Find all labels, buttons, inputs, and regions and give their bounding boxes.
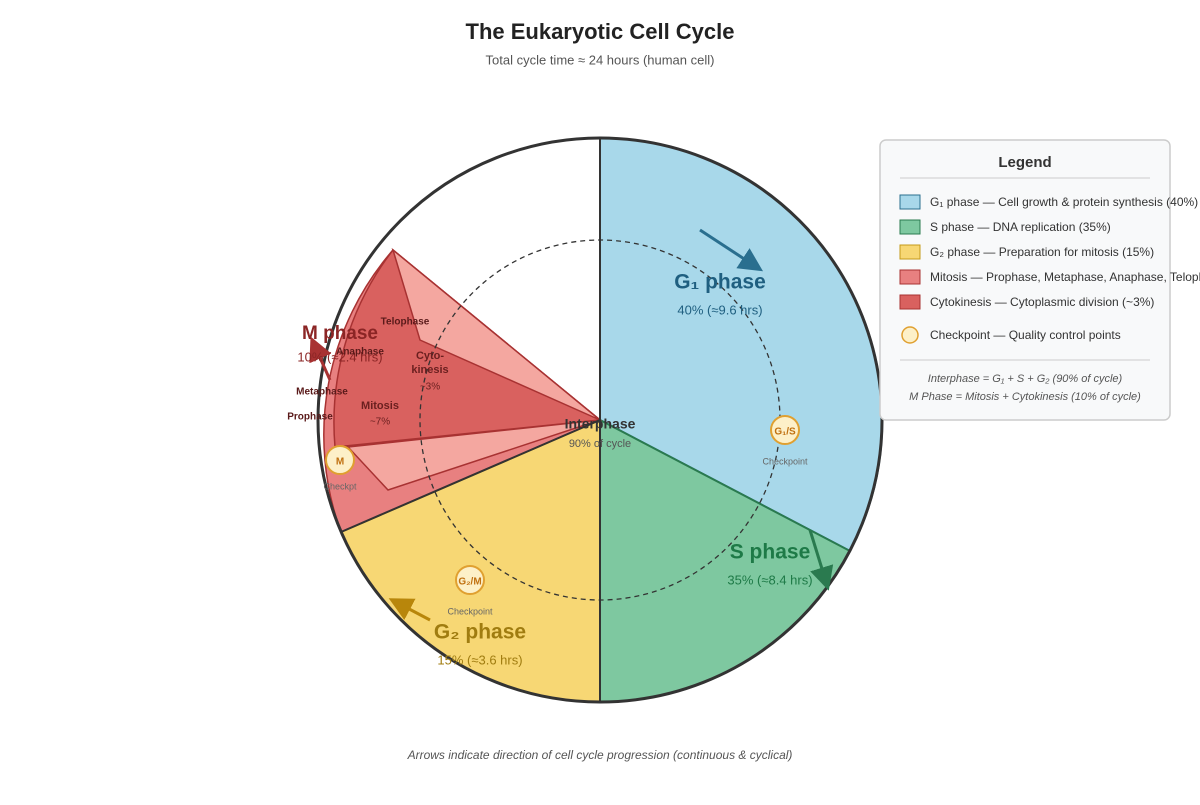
m-part: ~3% xyxy=(420,382,440,393)
phase-label: G₂ phase xyxy=(434,621,526,644)
cytokinesis-wedge xyxy=(346,419,601,491)
m-part: Anaphase xyxy=(336,347,384,358)
m-part: Prophase xyxy=(287,412,333,423)
legend-swatch xyxy=(899,219,921,235)
center-label: Interphase xyxy=(565,416,636,432)
checkpoint-label: G₁/S xyxy=(774,427,796,438)
phase-label: S phase xyxy=(730,541,811,564)
legend-item: Cytokinesis — Cytoplasmic division (~3%) xyxy=(930,295,1154,309)
legend-swatch xyxy=(901,326,919,344)
checkpoint-label: G₂/M xyxy=(458,577,481,588)
legend-item: Checkpoint — Quality control points xyxy=(930,328,1121,342)
m-part: Mitosis xyxy=(361,400,399,412)
checkpoint-caption: Checkpoint xyxy=(447,606,493,616)
legend-swatch xyxy=(899,269,921,285)
checkpoint-caption: Checkpt xyxy=(323,481,357,491)
cycle-outline xyxy=(316,136,884,704)
legend-swatch xyxy=(899,244,921,260)
phase-detail: 10% (≈2.4 hrs) xyxy=(297,349,382,364)
legend-note: M Phase = Mitosis + Cytokinesis (10% of … xyxy=(909,391,1141,403)
legend-item: G₂ phase — Preparation for mitosis (15%) xyxy=(930,245,1154,259)
checkpoint xyxy=(455,565,485,595)
m-part: ~7% xyxy=(370,417,390,428)
title: The Eukaryotic Cell Cycle xyxy=(466,19,735,44)
checkpoint-caption: Checkpoint xyxy=(762,456,808,466)
legend-item: G₁ phase — Cell growth & protein synthes… xyxy=(930,195,1198,209)
divider xyxy=(340,419,601,533)
arrow xyxy=(699,228,764,272)
arrow xyxy=(388,598,431,622)
checkpoint xyxy=(770,415,800,445)
m-part: kinesis xyxy=(411,364,448,376)
legend-swatch xyxy=(899,294,921,310)
m-part: Cyto- xyxy=(416,350,444,362)
arrow xyxy=(309,336,332,381)
legend-box xyxy=(879,139,1171,421)
legend-note: Interphase = G₁ + S + G₂ (90% of cycle) xyxy=(928,373,1123,385)
arrow xyxy=(808,529,834,591)
phase-label: M phase xyxy=(302,323,378,344)
legend-swatch xyxy=(899,194,921,210)
phase-detail: 35% (≈8.4 hrs) xyxy=(727,572,812,587)
center-detail: 90% of cycle xyxy=(569,438,631,450)
m-part: Metaphase xyxy=(296,387,348,398)
legend-item: Mitosis — Prophase, Metaphase, Anaphase,… xyxy=(930,270,1200,284)
cytokinesis-wedge xyxy=(391,247,601,421)
m-part: Telophase xyxy=(381,317,430,328)
phase-detail: 40% (≈9.6 hrs) xyxy=(677,302,762,317)
footer: Arrows indicate direction of cell cycle … xyxy=(407,748,793,762)
checkpoint-label: M xyxy=(336,457,344,468)
phase-detail: 15% (≈3.6 hrs) xyxy=(437,652,522,667)
phase-label: G₁ phase xyxy=(674,271,766,294)
checkpoint xyxy=(325,445,355,475)
legend-title: Legend xyxy=(998,154,1051,171)
legend-item: S phase — DNA replication (35%) xyxy=(930,220,1111,234)
subtitle: Total cycle time ≈ 24 hours (human cell) xyxy=(486,52,715,67)
